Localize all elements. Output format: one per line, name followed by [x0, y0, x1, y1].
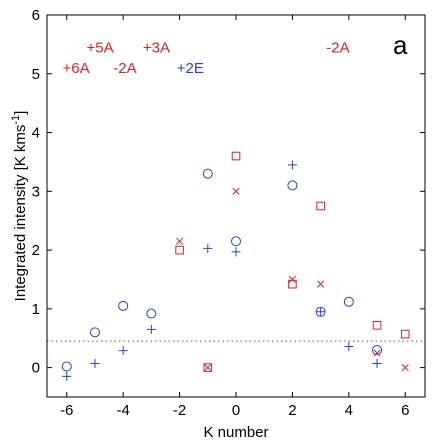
- x-tick-label: 2: [288, 402, 296, 419]
- x-tick-label: -6: [60, 402, 73, 419]
- point-circle: [118, 300, 129, 311]
- annotation-label: +6A: [63, 60, 90, 77]
- point-square: [316, 201, 325, 211]
- y-axis-label: Integrated intensity [K kms-1]: [10, 111, 29, 302]
- point-plus: [287, 160, 297, 170]
- point-plus: [90, 359, 100, 369]
- y-tick-label: 3: [32, 183, 40, 200]
- y-tick-label: 5: [32, 66, 40, 83]
- point-cross: [288, 275, 296, 284]
- point-circle: [89, 327, 100, 338]
- point-plus: [344, 341, 354, 351]
- annotation-label: +5A: [86, 39, 113, 56]
- point-circle: [202, 168, 213, 179]
- x-axis-label: K number: [203, 424, 268, 441]
- point-square: [400, 329, 410, 339]
- point-square: [203, 363, 213, 372]
- point-plus: [203, 243, 213, 253]
- axes-layer: -6 -4 -2 0 2 4 6 0 1 2 3 4 5 6: [32, 7, 426, 419]
- annotation-layer: +5A +3A -2A +6A -2A +2E: [63, 39, 350, 77]
- annotation-label: -2A: [113, 60, 136, 77]
- y-axis-label-end: ]: [12, 111, 29, 115]
- data-layer: [61, 151, 410, 381]
- point-square: [288, 279, 297, 289]
- x-tick-label: -4: [116, 402, 129, 419]
- point-plus: [62, 371, 72, 381]
- plot-frame: [46, 14, 426, 398]
- point-square: [231, 151, 241, 161]
- point-cross: [204, 364, 212, 372]
- point-square: [372, 321, 382, 330]
- y-tick-label: 2: [32, 242, 40, 259]
- point-circle: [61, 361, 72, 372]
- annotation-label: -2A: [326, 39, 349, 56]
- x-tick-label: 4: [345, 402, 353, 419]
- x-tick-label: -2: [173, 402, 186, 419]
- y-axis-label-sup: -1: [10, 115, 22, 125]
- panel-label: a: [393, 30, 408, 60]
- point-circle: [287, 180, 298, 191]
- point-plus: [372, 359, 382, 369]
- y-tick-label: 4: [32, 125, 40, 142]
- point-circle: [231, 236, 241, 247]
- point-circle: [146, 308, 157, 319]
- point-circle: [343, 296, 354, 307]
- x-tick-label: 0: [232, 402, 240, 419]
- x-tick-label: 6: [401, 402, 409, 419]
- point-cross: [176, 237, 184, 245]
- point-square: [175, 245, 184, 255]
- point-cross: [373, 349, 381, 357]
- y-axis-label-main: Integrated intensity [K kms: [12, 125, 29, 302]
- point-circle: [372, 344, 383, 355]
- point-cross: [401, 364, 409, 372]
- point-plus: [146, 324, 156, 334]
- point-cross: [232, 187, 240, 195]
- y-tick-label: 1: [32, 301, 40, 318]
- y-tick-label: 0: [32, 360, 40, 377]
- point-plus: [118, 346, 128, 356]
- annotation-label: +3A: [143, 39, 170, 56]
- point-plus: [231, 247, 241, 257]
- y-tick-label: 6: [32, 7, 40, 24]
- annotation-label: +2E: [177, 60, 204, 77]
- point-cross: [317, 280, 325, 288]
- point-plus: [316, 307, 326, 317]
